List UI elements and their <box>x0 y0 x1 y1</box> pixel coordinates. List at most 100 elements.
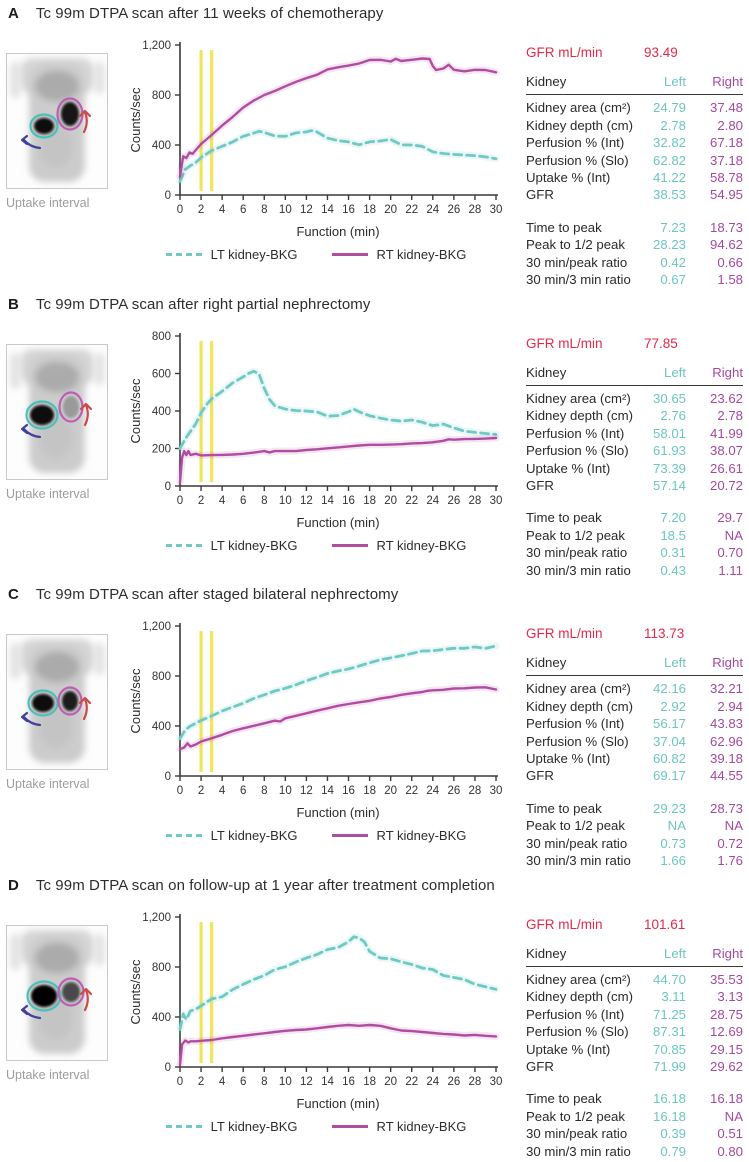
x-tick-label: 2 <box>198 495 204 507</box>
x-axis-label: Function (min) <box>296 805 379 820</box>
table-row: 30 min/3 min ratio 0.79 0.80 <box>526 1143 743 1160</box>
x-tick-label: 8 <box>261 785 267 797</box>
legend-label-lt: LT kidney-BKG <box>210 828 298 843</box>
right-kidney-blob <box>63 395 79 418</box>
uptake-interval-bands <box>199 631 214 772</box>
left-value: 30.65 <box>652 390 686 406</box>
right-value: 20.72 <box>709 477 743 493</box>
right-value: 0.72 <box>717 835 743 851</box>
y-tick-label: 800 <box>152 90 171 102</box>
scan-figure: Uptake interval <box>6 53 110 288</box>
left-value: 7.23 <box>660 219 686 235</box>
row-label: 30 min/3 min ratio <box>526 562 631 578</box>
left-value: 0.73 <box>660 835 686 851</box>
table-row: Kidney depth (cm) 2.76 2.78 <box>526 407 743 424</box>
legend-label-rt: RT kidney-BKG <box>376 537 467 553</box>
x-tick-label: 18 <box>363 785 376 797</box>
right-value: 28.73 <box>709 800 743 816</box>
right-value: 2.80 <box>717 117 743 133</box>
table-header-row: Kidney Left Right <box>526 945 743 967</box>
x-tick-label: 8 <box>261 1076 267 1088</box>
left-kidney-outline <box>27 689 59 717</box>
x-tick-label: 26 <box>447 1076 460 1088</box>
uptake-interval-band <box>199 631 203 772</box>
table-row: 30 min/peak ratio 0.39 0.51 <box>526 1125 743 1142</box>
right-value: NA <box>724 1108 743 1124</box>
x-tick-label: 0 <box>177 1076 183 1088</box>
scan-figure: Uptake interval <box>6 924 110 1160</box>
x-tick-label: 14 <box>321 785 334 797</box>
left-arrow-icon <box>20 1004 42 1019</box>
panel-header: D Tc 99m DTPA scan on follow-up at 1 yea… <box>6 877 747 899</box>
table-col-left: Left <box>664 655 686 670</box>
y-axis-label: Counts/sec <box>128 958 143 1024</box>
row-label: Uptake % (Int) <box>526 170 611 186</box>
table-body-ratios: Time to peak 7.23 18.73 Peak to 1/2 peak 28.… <box>526 219 743 289</box>
row-label: GFR <box>526 1058 554 1074</box>
row-label: Time to peak <box>526 1091 602 1107</box>
lt-kidney-series <box>178 644 498 740</box>
legend-swatch-rt <box>331 253 368 256</box>
row-label: Perfusion % (Int) <box>526 135 625 151</box>
x-tick-label: 6 <box>240 1076 246 1088</box>
left-value: 32.82 <box>652 135 686 151</box>
table-col-left: Left <box>664 945 686 961</box>
table-row: Perfusion % (Slo) 37.04 62.96 <box>526 733 743 750</box>
row-label: Time to peak <box>526 219 602 235</box>
left-value: 18.5 <box>660 527 686 543</box>
left-arrow-icon <box>20 711 42 727</box>
x-axis-label: Function (min) <box>296 1096 379 1111</box>
right-value: 16.18 <box>709 1091 743 1107</box>
gfr-total-value: 93.49 <box>644 45 678 60</box>
x-tick-label: 18 <box>363 1076 376 1088</box>
x-tick-label: 30 <box>490 1076 503 1088</box>
scan-caption: Uptake interval <box>6 486 90 501</box>
lt-kidney-series <box>178 934 498 1031</box>
left-value: 57.14 <box>652 477 686 493</box>
row-label: Perfusion % (Slo) <box>526 733 629 749</box>
x-tick-label: 14 <box>321 1076 334 1088</box>
rt-kidney-series <box>178 436 498 483</box>
chart-legend: LT kidney-BKG RT kidney-BKG <box>165 828 466 843</box>
y-axis-ticks: 0 400 800 1,200 <box>142 40 180 202</box>
x-tick-label: 28 <box>469 495 482 507</box>
legend-swatch-lt <box>165 253 202 256</box>
row-label: Perfusion % (Slo) <box>526 152 629 168</box>
table-row: Uptake % (Int) 73.39 26.61 <box>526 460 743 477</box>
table-row: Time to peak 29.23 28.73 <box>526 800 743 817</box>
left-value: 73.39 <box>652 460 686 476</box>
left-value: 87.31 <box>652 1024 686 1040</box>
panel-title: Tc 99m DTPA scan after staged bilateral … <box>35 586 399 603</box>
right-value: 37.18 <box>709 152 743 168</box>
x-tick-label: 28 <box>469 1076 482 1088</box>
x-tick-label: 12 <box>300 785 313 797</box>
table-col-kidney: Kidney <box>526 945 567 961</box>
right-value: 44.55 <box>709 768 743 784</box>
table-header-row: Kidney Left Right <box>526 364 743 386</box>
table-row: Time to peak 7.23 18.73 <box>526 219 743 236</box>
row-label: Kidney depth (cm) <box>526 117 634 133</box>
x-tick-label: 4 <box>219 1076 226 1088</box>
x-tick-label: 16 <box>342 204 355 216</box>
table-row: 30 min/peak ratio 0.31 0.70 <box>526 544 743 561</box>
gfr-total-value: 77.85 <box>644 335 678 351</box>
legend-swatch-rt <box>331 834 368 837</box>
panel-letter: D <box>8 876 19 894</box>
rt-kidney-series <box>178 1023 498 1066</box>
series-halo <box>176 683 500 753</box>
left-kidney-outline <box>26 979 62 1012</box>
legend-label-rt: RT kidney-BKG <box>376 247 467 262</box>
y-tick-label: 0 <box>165 190 171 202</box>
legend-item-lt: LT kidney-BKG <box>165 247 298 262</box>
left-value: 69.17 <box>652 768 686 784</box>
x-tick-label: 0 <box>177 204 183 216</box>
table-row: 30 min/3 min ratio 0.43 1.11 <box>526 562 743 579</box>
scan-image <box>6 634 108 770</box>
table-row: Kidney depth (cm) 2.78 2.80 <box>526 117 743 134</box>
table-body-ratios: Time to peak 7.20 29.7 Peak to 1/2 peak 18.5… <box>526 509 743 579</box>
row-label: Kidney depth (cm) <box>526 989 634 1005</box>
panel-a: A Tc 99m DTPA scan after 11 weeks of che… <box>0 0 749 291</box>
right-value: NA <box>724 818 743 834</box>
row-label: 30 min/3 min ratio <box>526 1143 631 1159</box>
